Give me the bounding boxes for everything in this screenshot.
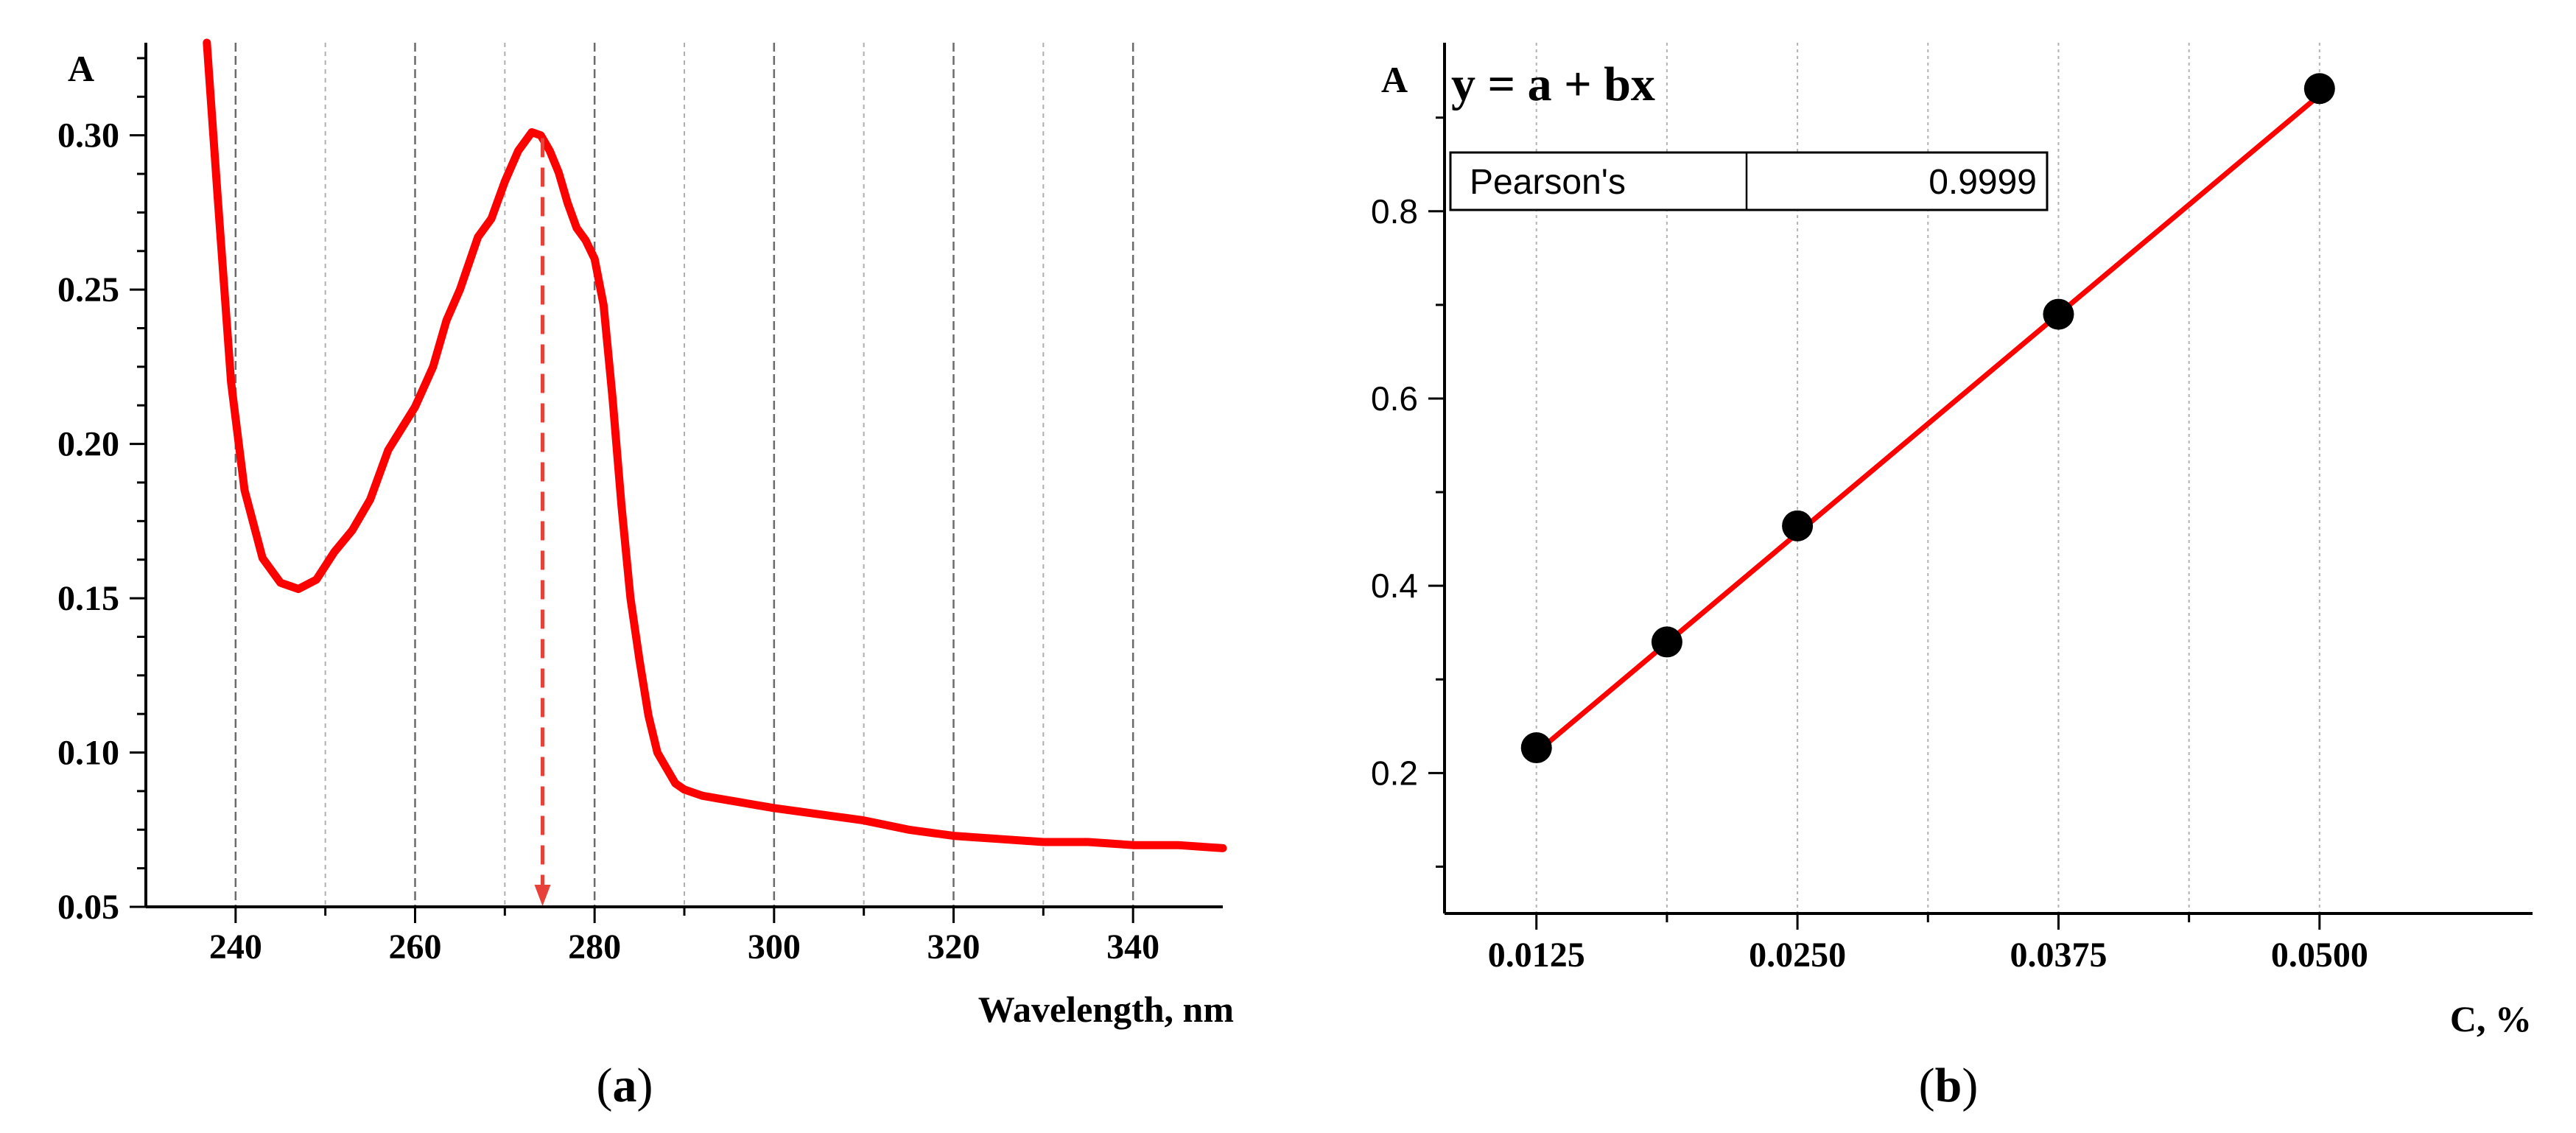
caption-letter: b	[1935, 1059, 1962, 1112]
data-point	[2303, 73, 2335, 105]
y-tick-label: 0.10	[57, 734, 119, 773]
x-tick-label: 320	[927, 927, 980, 967]
stats-name: Pearson's	[1470, 163, 1626, 202]
y-tick-label: 0.15	[57, 579, 119, 618]
y-tick-label: 0.05	[57, 888, 119, 927]
spectrum-line	[203, 38, 1227, 852]
caption-paren: )	[637, 1059, 653, 1112]
data-point	[1520, 732, 1552, 764]
y-tick-label: 0.30	[57, 116, 119, 155]
y-tick-label: 0.25	[57, 270, 119, 309]
x-tick-label: 0.0125	[1488, 936, 1585, 975]
x-tick-label: 0.0500	[2271, 936, 2368, 975]
caption-paren: (	[1919, 1059, 1935, 1112]
x-axis-label: Wavelength, nm	[978, 989, 1234, 1030]
caption-a: (a)	[597, 1059, 653, 1112]
caption-letter: a	[613, 1059, 637, 1112]
data-point	[1651, 626, 1682, 658]
peak-arrow-head	[534, 885, 551, 906]
caption-paren: (	[597, 1059, 613, 1112]
y-axis-label: A	[1381, 59, 1408, 100]
y-tick-label: 0.6	[1371, 379, 1418, 418]
x-axis-label: C, %	[2450, 998, 2532, 1039]
y-tick-label: 0.8	[1371, 192, 1418, 231]
x-tick-label: 0.0250	[1749, 936, 1846, 975]
stats-table	[1449, 151, 2049, 211]
caption-b: (b)	[1919, 1059, 1979, 1112]
fit-equation: y = a + bx	[1451, 57, 1655, 111]
y-tick-label: 0.2	[1371, 754, 1418, 792]
chart-a: 240 260 280 300 320 340 0.05 0.10 0.15 0.20 0.25 0.…	[57, 38, 1234, 1112]
data-point	[2043, 298, 2074, 330]
y-tick-label: 0.20	[57, 425, 119, 464]
chart-b: 0.0125 0.0250 0.0375 0.0500 0.2 0.4 0.6 0.8 y = …	[1371, 43, 2533, 1112]
x-tick-label: 0.0375	[2010, 936, 2107, 975]
caption-paren: )	[1962, 1059, 1978, 1112]
data-point	[1782, 510, 1814, 541]
stats-value: 0.9999	[1929, 163, 2037, 202]
x-tick-label: 260	[389, 927, 442, 967]
y-tick-label: 0.4	[1371, 566, 1418, 605]
x-tick-label: 240	[209, 927, 262, 967]
y-axis-label: A	[68, 48, 94, 89]
x-tick-label: 300	[748, 927, 801, 967]
x-tick-label: 340	[1106, 927, 1159, 967]
x-tick-label: 280	[568, 927, 621, 967]
